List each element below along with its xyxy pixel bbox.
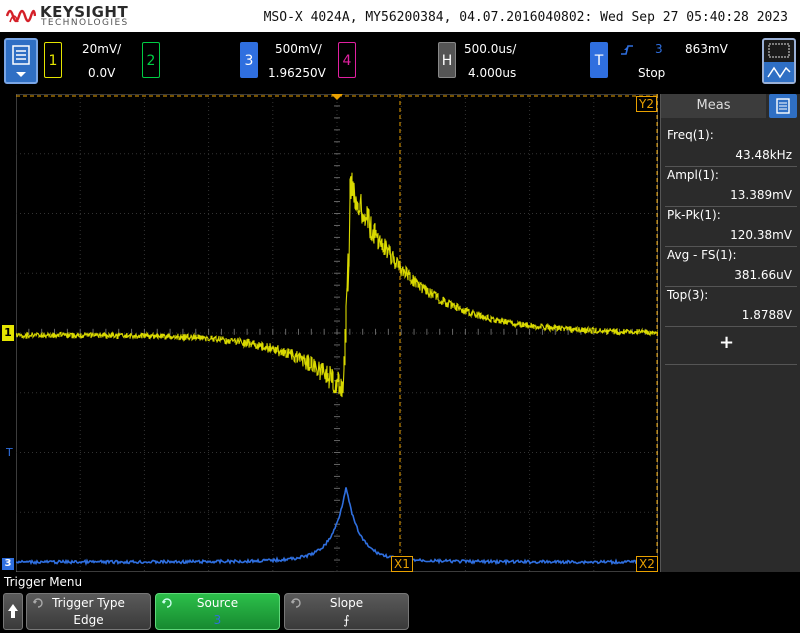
rising-edge-icon <box>621 45 633 55</box>
channel-1-trace <box>16 172 658 398</box>
title-bar <box>0 0 800 32</box>
trigger-level-marker[interactable]: T <box>6 446 13 459</box>
divider <box>665 246 797 247</box>
trigger-button[interactable]: T <box>590 42 608 78</box>
measurement-value: 1.8788V <box>741 308 792 322</box>
auto-scale-icon <box>764 62 794 82</box>
channel-3-trace <box>16 487 658 566</box>
measurement-value: 13.389mV <box>730 188 792 202</box>
measurement-name: Top(3): <box>667 288 709 302</box>
list-icon <box>776 98 790 114</box>
softkey-value: ⨍ <box>343 613 350 627</box>
softkey-value: Edge <box>73 613 104 627</box>
horizontal-scale: 500.0us/ <box>464 42 517 56</box>
channel-4-button[interactable]: 4 <box>338 42 356 78</box>
measurements-panel: Meas Freq(1): 43.48kHz Ampl(1): 13.389mV… <box>660 94 800 572</box>
up-arrow-icon <box>8 604 18 618</box>
cursor-y2-label[interactable]: Y2 <box>636 96 657 112</box>
channel-3-offset: 1.96250V <box>268 66 326 80</box>
measurement-value: 120.38mV <box>730 228 792 242</box>
waveform-display[interactable] <box>16 94 658 572</box>
horizontal-button[interactable]: H <box>438 42 456 78</box>
divider <box>665 364 797 365</box>
channel-1-button[interactable]: 1 <box>44 42 62 78</box>
cursor-x2-label[interactable]: X2 <box>636 556 658 572</box>
instrument-title: MSO-X 4024A, MY56200384, 04.07.201604080… <box>263 10 788 25</box>
measurements-title[interactable]: Meas <box>661 94 766 118</box>
horizontal-delay: 4.000us <box>468 66 517 80</box>
measurement-name: Freq(1): <box>667 128 714 142</box>
run-state: Stop <box>638 66 666 80</box>
divider <box>665 206 797 207</box>
measurement-name: Ampl(1): <box>667 168 719 182</box>
brand-subtitle: TECHNOLOGIES <box>41 18 129 28</box>
channel-1-ground-marker[interactable]: 1 <box>2 325 14 341</box>
channel-3-ground-marker[interactable]: 3 <box>2 558 14 570</box>
trigger-source: 3 <box>655 42 663 56</box>
measurement-value: 43.48kHz <box>735 148 792 162</box>
channel-3-scale: 500mV/ <box>275 42 322 56</box>
measurements-menu-button[interactable] <box>769 94 797 118</box>
softkey-trigger-type[interactable]: Trigger Type Edge <box>26 593 151 630</box>
channel-1-scale: 20mV/ <box>82 42 122 56</box>
back-button[interactable] <box>3 593 23 630</box>
softkey-label: Source <box>196 596 239 610</box>
rotate-knob-icon <box>33 598 43 608</box>
rotate-knob-icon <box>162 598 172 608</box>
divider <box>665 326 797 327</box>
channel-3-button[interactable]: 3 <box>240 42 258 78</box>
softkey-value: 3 <box>213 613 222 627</box>
trigger-position-marker[interactable] <box>331 94 343 100</box>
divider <box>665 166 797 167</box>
softkey-label: Slope <box>329 596 364 610</box>
softkey-slope[interactable]: Slope ⨍ <box>284 593 409 630</box>
softkey-label: Trigger Type <box>52 596 125 610</box>
channel-1-offset: 0.0V <box>88 66 116 80</box>
status-strip <box>0 32 800 90</box>
trigger-level: 863mV <box>685 42 728 56</box>
cursor-x1-label[interactable]: X1 <box>391 556 413 572</box>
rotate-knob-icon <box>291 598 301 608</box>
softkey-source[interactable]: Source 3 <box>155 593 280 630</box>
add-measurement-button[interactable]: + <box>719 332 735 353</box>
keysight-logo-icon <box>6 9 36 23</box>
measurement-name: Avg - FS(1): <box>667 248 737 262</box>
channel-2-button[interactable]: 2 <box>142 42 160 78</box>
menu-icon <box>12 45 30 77</box>
measurement-name: Pk-Pk(1): <box>667 208 721 222</box>
screen-layout-button[interactable] <box>762 38 796 84</box>
measurement-value: 381.66uV <box>734 268 792 282</box>
main-menu-button[interactable] <box>4 38 38 84</box>
menu-title: Trigger Menu <box>4 575 83 589</box>
divider <box>665 286 797 287</box>
grid-layout-icon <box>768 43 790 58</box>
brand-name: KEYSIGHT <box>40 3 129 21</box>
